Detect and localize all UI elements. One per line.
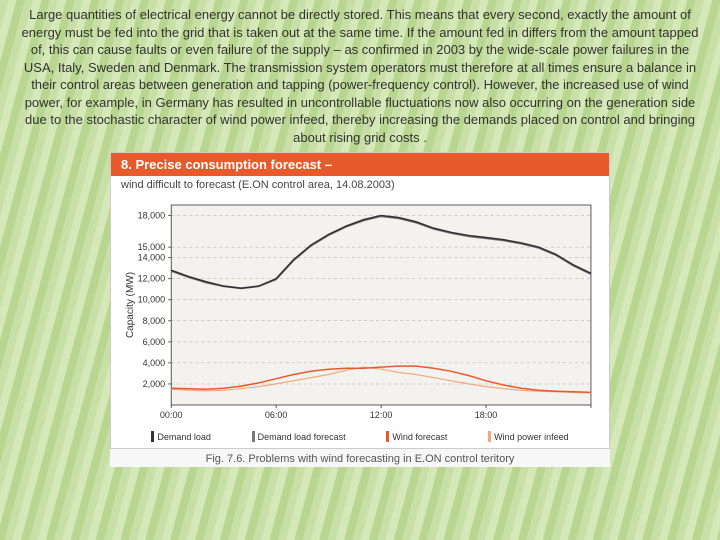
chart-subtitle: wind difficult to forecast (E.ON control…	[111, 176, 609, 193]
svg-text:00:00: 00:00	[160, 410, 183, 420]
legend-label: Wind forecast	[392, 432, 447, 442]
legend-item-demand-forecast: Demand load forecast	[252, 431, 346, 442]
svg-text:14,000: 14,000	[138, 253, 166, 263]
legend-item-demand: Demand load	[151, 431, 211, 442]
svg-text:10,000: 10,000	[138, 295, 166, 305]
legend-item-wind-infeed: Wind power infeed	[488, 431, 569, 442]
svg-text:Capacity (MW): Capacity (MW)	[125, 272, 136, 338]
legend-key-icon	[386, 431, 389, 442]
intro-paragraph: Large quantities of electrical energy ca…	[0, 0, 720, 150]
svg-text:12,000: 12,000	[138, 274, 166, 284]
chart-header: 8. Precise consumption forecast –	[111, 153, 609, 176]
svg-text:12:00: 12:00	[370, 410, 393, 420]
svg-text:2,000: 2,000	[143, 379, 166, 389]
svg-text:8,000: 8,000	[143, 316, 166, 326]
svg-text:06:00: 06:00	[265, 410, 288, 420]
chart-container: 8. Precise consumption forecast – wind d…	[110, 152, 610, 449]
svg-text:6,000: 6,000	[143, 337, 166, 347]
figure-caption: Fig. 7.6. Problems with wind forecasting…	[110, 449, 610, 467]
legend-item-wind-forecast: Wind forecast	[386, 431, 447, 442]
legend-key-icon	[252, 431, 255, 442]
svg-text:4,000: 4,000	[143, 358, 166, 368]
legend: Demand load Demand load forecast Wind fo…	[111, 429, 609, 448]
legend-label: Wind power infeed	[494, 432, 569, 442]
legend-key-icon	[488, 431, 491, 442]
svg-text:18:00: 18:00	[475, 410, 498, 420]
line-chart: 2,000 4,000 6,000 8,000 10,000 12,000 14,00015…	[119, 197, 601, 427]
legend-key-icon	[151, 431, 154, 442]
svg-text:18,000: 18,000	[138, 211, 166, 221]
legend-label: Demand load forecast	[258, 432, 346, 442]
plot-area: 2,000 4,000 6,000 8,000 10,000 12,000 14,00015…	[119, 197, 601, 427]
legend-label: Demand load	[157, 432, 211, 442]
svg-text:15,000: 15,000	[138, 242, 166, 252]
